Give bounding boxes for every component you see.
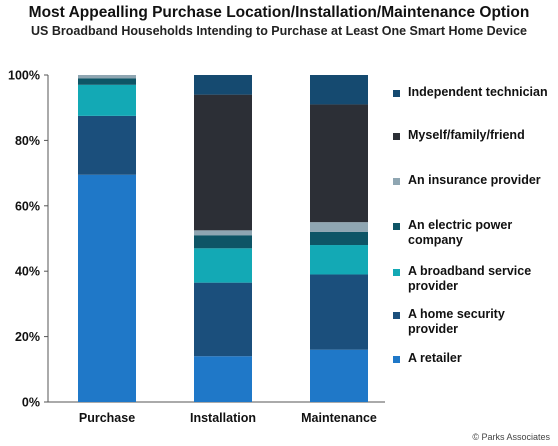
bar-segment: [310, 245, 368, 275]
legend-item: A home security provider: [393, 307, 558, 337]
watermark: © Parks Associates: [472, 432, 550, 442]
legend-swatch: [393, 133, 400, 140]
legend-item: An insurance provider: [393, 173, 558, 188]
legend-label: A retailer: [408, 351, 462, 365]
chart-subtitle: US Broadband Households Intending to Pur…: [31, 24, 527, 38]
bar-segment: [194, 282, 252, 357]
legend-swatch: [393, 90, 400, 97]
legend-swatch: [393, 178, 400, 185]
bars-layer: [78, 75, 368, 402]
bar-segment: [310, 75, 368, 105]
legend-swatch: [393, 269, 400, 276]
bar-segment: [194, 356, 252, 402]
bar-segment: [310, 231, 368, 246]
legend-item: Myself/family/friend: [393, 128, 558, 143]
bar-segment: [310, 349, 368, 402]
bar-segment: [78, 174, 136, 402]
legend-item: A retailer: [393, 351, 558, 366]
bar-segment: [310, 274, 368, 350]
bar-segment: [194, 248, 252, 283]
x-tick-label: Purchase: [79, 411, 135, 425]
x-tick-label: Maintenance: [301, 411, 377, 425]
y-tick-label: 40%: [15, 265, 40, 279]
bar-segment: [78, 115, 136, 175]
y-tick-label: 20%: [15, 330, 40, 344]
bar-segment: [194, 230, 252, 236]
y-tick-label: 100%: [8, 69, 40, 83]
legend-label: A home security provider: [408, 307, 505, 336]
legend-label: An electric power company: [408, 218, 513, 247]
legend-swatch: [393, 312, 400, 319]
y-tick-label: 80%: [15, 134, 40, 148]
bar-segment: [194, 75, 252, 95]
bar-segment: [78, 75, 136, 79]
legend-swatch: [393, 223, 400, 230]
legend-item: A broadband service provider: [393, 264, 558, 294]
bar-segment: [310, 222, 368, 232]
legend-swatch: [393, 356, 400, 363]
legend-item: Independent technician: [393, 85, 558, 100]
y-tick-label: 0%: [22, 396, 40, 410]
legend-label: An insurance provider: [408, 173, 541, 187]
bar-segment: [78, 78, 136, 85]
bar-segment: [310, 104, 368, 223]
x-tick-label: Installation: [190, 411, 256, 425]
legend-label: A broadband service provider: [408, 264, 532, 293]
y-tick-label: 60%: [15, 199, 40, 213]
bar-segment: [194, 235, 252, 249]
legend-item: An electric power company: [393, 218, 558, 248]
legend-label: Independent technician: [408, 85, 548, 99]
bar-segment: [194, 94, 252, 231]
chart-title: Most Appealling Purchase Location/Instal…: [28, 4, 530, 21]
bar-segment: [78, 84, 136, 116]
legend-label: Myself/family/friend: [408, 128, 525, 142]
